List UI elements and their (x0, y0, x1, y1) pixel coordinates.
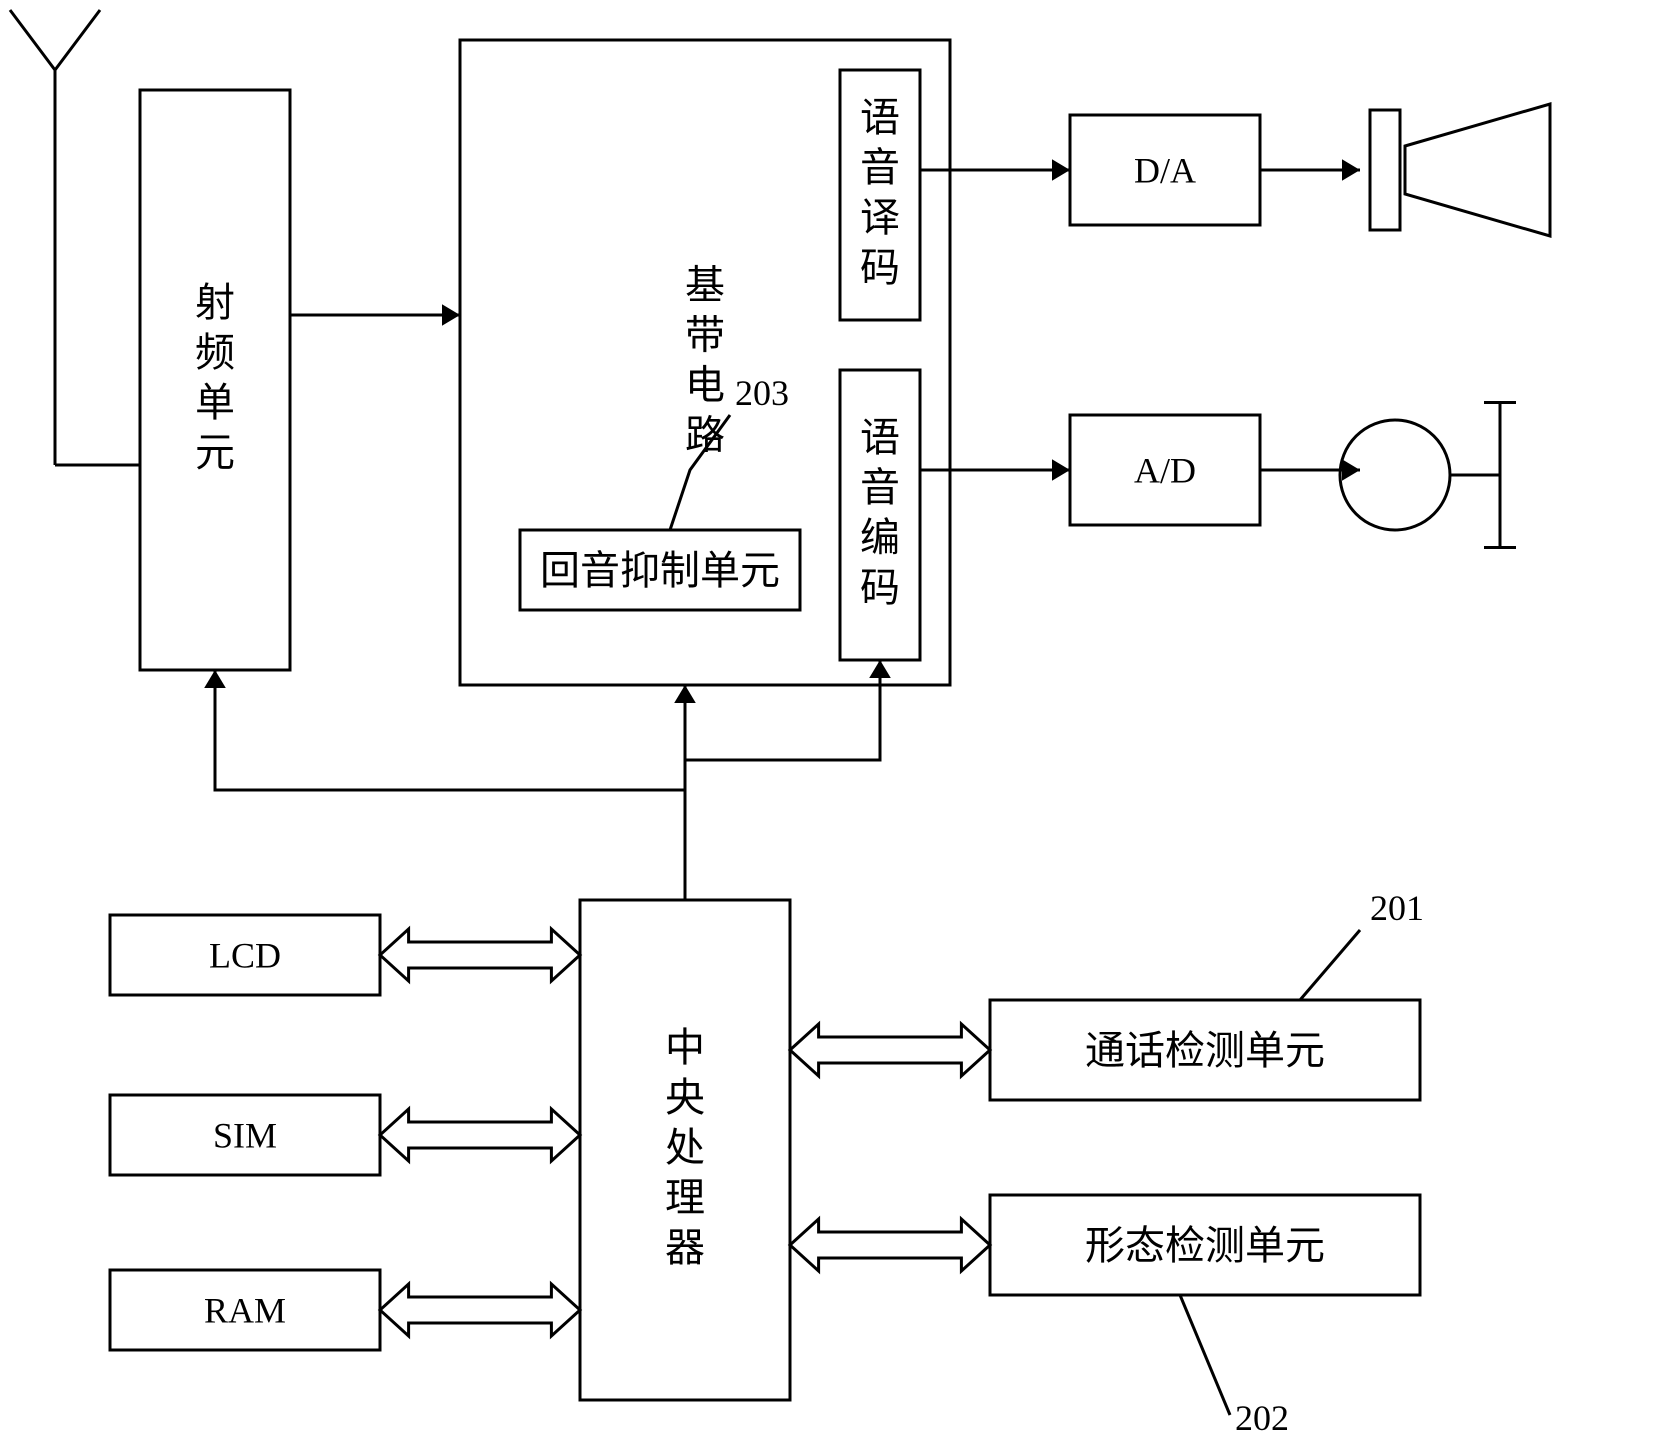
ref-202: 202 (1235, 1398, 1289, 1438)
ram-label: RAM (204, 1291, 286, 1331)
voice_enc-label: 语音编码 (860, 415, 900, 610)
voice_enc-block: 语音编码 (840, 370, 920, 660)
rf-label: 射频单元 (195, 280, 235, 475)
diagram-canvas: 射频单元基带电路语音译码语音编码回音抑制单元D/AA/D中央处理器LCDSIMR… (0, 0, 1670, 1443)
double-arrow-icon (380, 929, 580, 981)
call_det-block: 通话检测单元 (990, 1000, 1420, 1100)
ad-label: A/D (1134, 451, 1196, 491)
ad-block: A/D (1070, 415, 1260, 525)
rf-block: 射频单元 (140, 90, 290, 670)
ref-203: 203 (735, 373, 789, 413)
shape_det-block: 形态检测单元 (990, 1195, 1420, 1295)
speaker-icon (1370, 104, 1550, 236)
ram-block: RAM (110, 1270, 380, 1350)
ref-201: 201 (1370, 888, 1424, 928)
da-label: D/A (1134, 151, 1196, 191)
antenna-icon (10, 10, 140, 465)
double-arrow-icon (790, 1219, 990, 1271)
da-block: D/A (1070, 115, 1260, 225)
double-arrow-icon (380, 1284, 580, 1336)
sim-label: SIM (213, 1116, 277, 1156)
cpu-block: 中央处理器 (580, 900, 790, 1400)
sim-block: SIM (110, 1095, 380, 1175)
double-arrow-icon (790, 1024, 990, 1076)
echo-label: 回音抑制单元 (540, 548, 780, 593)
call_det-label: 通话检测单元 (1085, 1028, 1325, 1073)
voice_dec-block: 语音译码 (840, 70, 920, 320)
shape_det-label: 形态检测单元 (1085, 1223, 1325, 1268)
lcd-block: LCD (110, 915, 380, 995)
voice_dec-label: 语音译码 (860, 95, 900, 290)
echo-block: 回音抑制单元 (520, 530, 800, 610)
cpu-label: 中央处理器 (665, 1025, 705, 1270)
lcd-label: LCD (209, 936, 281, 976)
double-arrow-icon (380, 1109, 580, 1161)
